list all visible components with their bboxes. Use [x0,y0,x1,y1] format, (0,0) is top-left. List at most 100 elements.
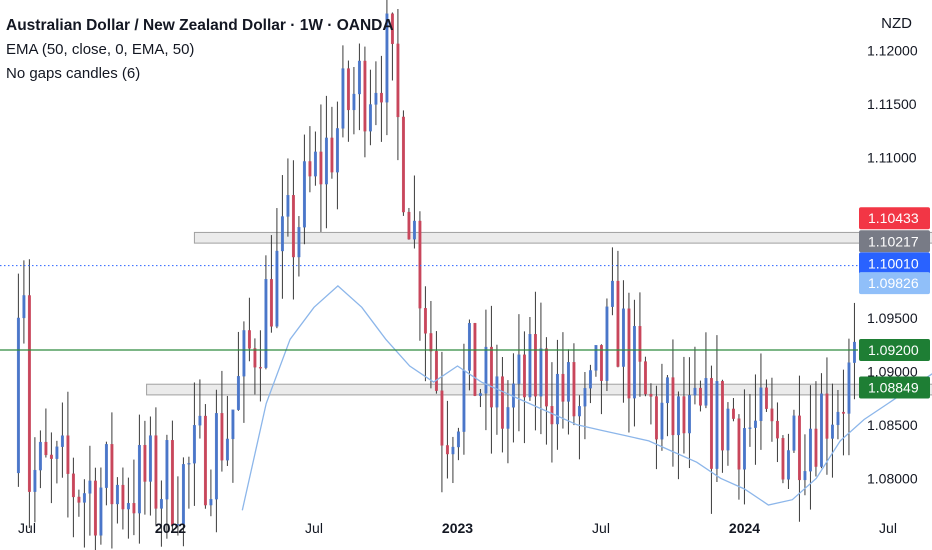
candle [841,369,845,456]
candle [99,467,103,545]
candle [621,280,625,403]
candle [731,397,735,422]
candle [786,433,790,489]
price-tag[interactable]: 1.10217 [859,230,930,253]
candle [374,61,378,126]
candle [511,353,515,443]
candle [385,0,389,136]
candle [682,356,686,454]
candle [137,414,141,544]
candle [319,104,323,232]
candle [203,404,207,509]
price-tick-label: 1.09500 [867,310,918,326]
candle [484,309,488,431]
candle [258,330,262,402]
candle [704,332,708,409]
candle [627,292,631,433]
candle [242,321,246,423]
candle [539,302,543,435]
candles-layer [16,0,856,550]
candle [737,414,741,500]
price-tag[interactable]: 1.08849 [859,376,930,399]
candle [847,338,851,456]
candle [308,126,312,193]
candle [660,363,664,451]
candle [456,427,460,461]
candle [572,343,576,426]
candle [517,314,521,432]
candle [335,101,339,210]
time-tick-label: Jul [592,520,610,536]
candle [781,435,785,484]
candle [269,235,273,333]
candle [324,95,328,229]
symbol-title[interactable]: Australian Dollar / New Zealand Dollar ·… [6,17,394,34]
price-tag[interactable]: 1.09826 [859,272,930,295]
price-tag[interactable]: 1.10010 [859,252,930,275]
candle [88,445,92,536]
candle [825,357,829,475]
candle [836,389,840,440]
candle [500,356,504,453]
horizontal-lines-layer [0,265,858,351]
candle [748,394,752,447]
candle [473,322,477,397]
price-tag-label: 1.10010 [868,255,919,271]
candle [66,391,70,518]
candle [830,383,834,478]
candle [44,408,48,458]
candle [77,489,81,517]
chart-legend: Australian Dollar / New Zealand Dollar ·… [6,14,394,86]
candle [291,160,295,300]
candle [110,412,114,549]
candle [429,300,433,389]
price-tick-label: 1.08000 [867,470,918,486]
candle [462,343,466,455]
price-tag[interactable]: 1.09200 [859,339,930,362]
candle [209,469,213,517]
price-tag-label: 1.09826 [868,275,919,291]
candle [654,385,658,470]
candle [346,60,350,142]
candle [187,456,191,509]
resistance-zone[interactable] [193,231,932,244]
candle [148,416,152,516]
candle [253,338,257,395]
candle [159,480,163,547]
candle [649,383,653,425]
candle [440,351,444,493]
price-axis[interactable]: 1.12000 1.11500 1.11000 1.09500 1.09000 1.085… [859,43,930,487]
candle [632,299,636,427]
candle [583,372,587,440]
candle [176,476,180,536]
candle [726,402,730,466]
price-tick-label: 1.12000 [867,43,918,59]
candle [225,395,229,466]
candle [792,409,796,453]
candle [764,379,768,412]
candles-indicator-label[interactable]: No gaps candles (6) [6,65,141,82]
price-tag[interactable]: 1.10433 [859,207,930,230]
candle [126,477,130,539]
price-tick-label: 1.08500 [867,417,918,433]
candle [280,175,284,299]
candle [550,362,554,463]
candle [638,292,642,397]
candle [803,434,807,496]
candle [231,409,235,483]
time-tick-label: Jul [305,520,323,536]
candle [577,395,581,460]
candle [693,346,697,405]
ema-indicator-label[interactable]: EMA (50, close, 0, EMA, 50) [6,41,195,58]
time-tick-label: 2022 [155,520,186,536]
time-tick-label: Jul [18,520,36,536]
support-zone[interactable] [146,383,932,396]
time-tick-label: 2024 [729,520,760,536]
time-axis[interactable]: Jul2022Jul2023Jul2024Jul2025Jul2026Jul20… [18,520,932,536]
candle [247,297,251,362]
candle [170,420,174,533]
candle [22,260,26,344]
ema-line [241,285,932,511]
